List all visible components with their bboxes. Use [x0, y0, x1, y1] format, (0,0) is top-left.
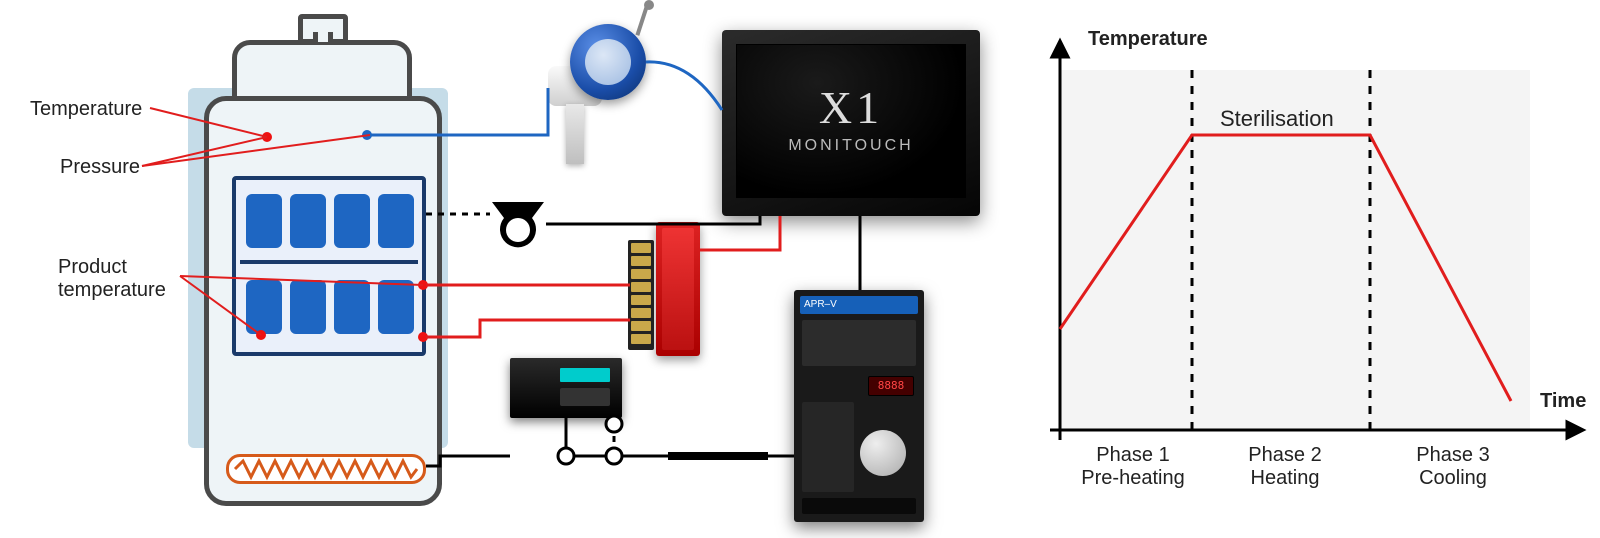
- phase-1-label: Phase 1 Pre-heating: [1068, 444, 1198, 490]
- phase-2-label: Phase 2 Heating: [1210, 444, 1360, 490]
- chart-plateau-label: Sterilisation: [1220, 106, 1334, 132]
- chart-y-axis-label: Temperature: [1088, 28, 1208, 51]
- diagram-canvas: Temperature Pressure Product temperature…: [0, 0, 1600, 538]
- phase-chart: [1030, 30, 1590, 510]
- phase-3-label: Phase 3 Cooling: [1388, 444, 1518, 490]
- chart-x-axis-label: Time: [1540, 390, 1586, 413]
- wiring-overlay: [0, 0, 1000, 538]
